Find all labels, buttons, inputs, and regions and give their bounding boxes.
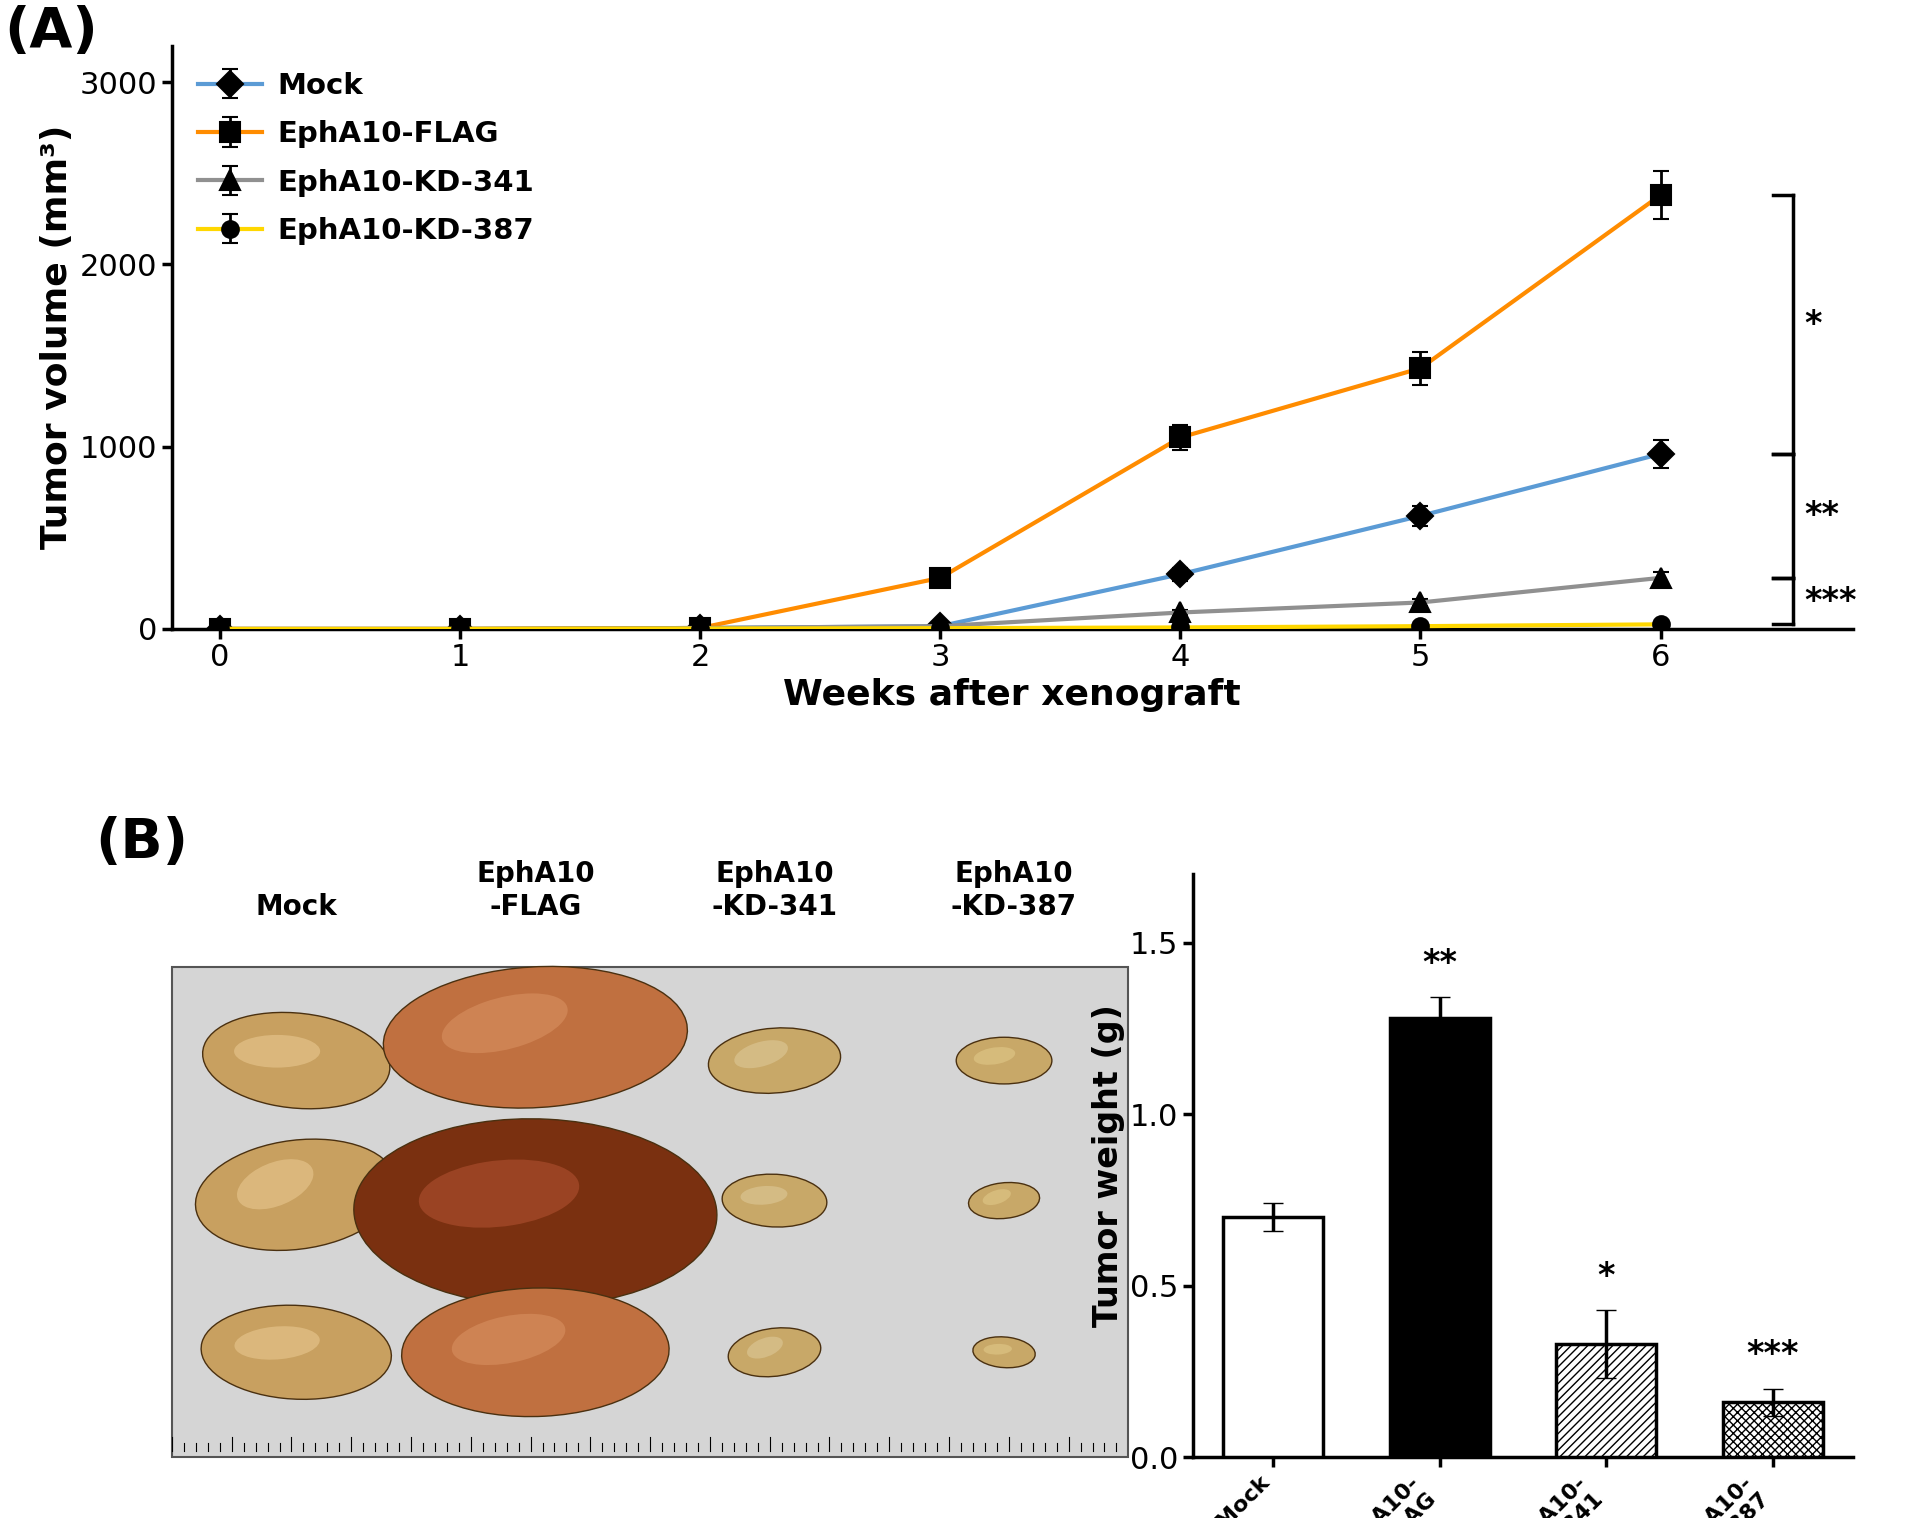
Text: ***: *** bbox=[1805, 584, 1857, 618]
Ellipse shape bbox=[972, 1337, 1035, 1368]
Bar bbox=[1723, 1403, 1822, 1457]
Text: EphA10
-KD-387: EphA10 -KD-387 bbox=[951, 861, 1077, 920]
Ellipse shape bbox=[195, 1138, 397, 1251]
Ellipse shape bbox=[728, 1328, 821, 1377]
X-axis label: Weeks after xenograft: Weeks after xenograft bbox=[783, 679, 1242, 712]
Y-axis label: Tumor volume (mm³): Tumor volume (mm³) bbox=[40, 124, 74, 550]
Text: ***: *** bbox=[1746, 1339, 1799, 1371]
Ellipse shape bbox=[982, 1189, 1010, 1205]
Text: (A): (A) bbox=[4, 5, 97, 59]
Ellipse shape bbox=[747, 1337, 783, 1359]
Ellipse shape bbox=[401, 1287, 668, 1416]
Ellipse shape bbox=[418, 1160, 579, 1228]
Ellipse shape bbox=[984, 1343, 1012, 1354]
Legend: Mock, EphA10-FLAG, EphA10-KD-341, EphA10-KD-387: Mock, EphA10-FLAG, EphA10-KD-341, EphA10… bbox=[187, 61, 546, 257]
Ellipse shape bbox=[235, 1035, 321, 1067]
Ellipse shape bbox=[741, 1186, 787, 1205]
Ellipse shape bbox=[202, 1013, 390, 1108]
Ellipse shape bbox=[709, 1028, 840, 1093]
Ellipse shape bbox=[968, 1183, 1039, 1219]
Ellipse shape bbox=[353, 1119, 716, 1305]
Bar bbox=[1222, 1217, 1324, 1457]
Text: Mock: Mock bbox=[256, 893, 338, 920]
Ellipse shape bbox=[441, 993, 567, 1053]
Text: EphA10
-FLAG: EphA10 -FLAG bbox=[476, 861, 594, 920]
Text: **: ** bbox=[1423, 947, 1457, 981]
Ellipse shape bbox=[974, 1047, 1016, 1064]
FancyBboxPatch shape bbox=[172, 967, 1129, 1457]
Ellipse shape bbox=[453, 1315, 565, 1365]
Ellipse shape bbox=[957, 1037, 1052, 1084]
Text: **: ** bbox=[1805, 499, 1839, 533]
Ellipse shape bbox=[237, 1160, 313, 1210]
Ellipse shape bbox=[235, 1327, 319, 1360]
Y-axis label: Tumor weight (g): Tumor weight (g) bbox=[1091, 1005, 1125, 1327]
Ellipse shape bbox=[722, 1173, 827, 1227]
Text: (B): (B) bbox=[96, 815, 189, 870]
Text: EphA10
-KD-341: EphA10 -KD-341 bbox=[712, 861, 837, 920]
Ellipse shape bbox=[733, 1040, 789, 1069]
Text: *: * bbox=[1805, 308, 1822, 342]
Bar bbox=[1390, 1019, 1490, 1457]
Ellipse shape bbox=[384, 967, 688, 1108]
Ellipse shape bbox=[201, 1305, 392, 1400]
Bar bbox=[1557, 1343, 1656, 1457]
Text: *: * bbox=[1597, 1260, 1616, 1292]
